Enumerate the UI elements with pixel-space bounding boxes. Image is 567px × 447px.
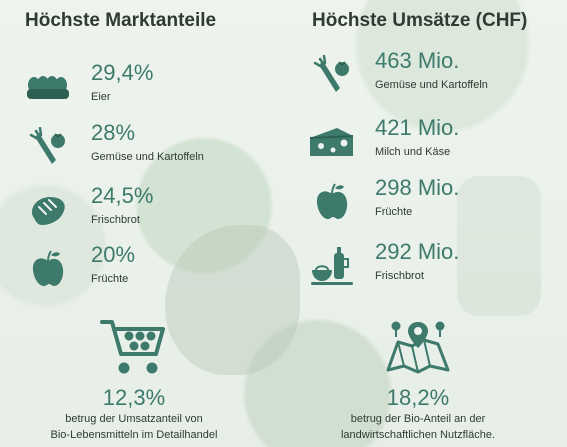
left-item-value: 20% — [91, 242, 136, 267]
right-section-title: Höchste Umsätze (CHF) — [312, 10, 528, 31]
left-section-title: Höchste Marktanteile — [25, 10, 217, 31]
cheese-icon — [309, 119, 355, 165]
left-item-label: Früchte — [91, 273, 129, 285]
left-item-fruits: 20% Früchte — [25, 242, 255, 294]
right-item-vegetables: 463 Mio. Gemüse und Kartoffeln — [309, 48, 539, 100]
left-item-eggs: 29,4% Eier — [25, 60, 255, 112]
left-item-label: Gemüse und Kartoffeln — [91, 151, 204, 163]
right-item-label: Gemüse und Kartoffeln — [375, 79, 488, 91]
right-item-label: Milch und Käse — [375, 146, 451, 158]
left-summary-value: 12,3% — [102, 385, 166, 410]
right-item-dairy: 421 Mio. Milch und Käse — [309, 115, 539, 167]
right-item-label: Frischbrot — [375, 270, 424, 282]
right-item-value: 463 Mio. — [375, 48, 460, 73]
farmland-map-icon — [303, 314, 533, 380]
right-item-label: Früchte — [375, 206, 413, 218]
left-item-bread: 24,5% Frischbrot — [25, 183, 255, 235]
right-item-breakfast: 292 Mio. Frischbrot — [309, 239, 539, 291]
apple-icon — [309, 179, 355, 225]
breakfast-icon — [309, 243, 355, 289]
left-summary-line-1: betrug der Umsatzanteil von — [65, 413, 203, 425]
left-item-value: 24,5% — [91, 183, 154, 208]
left-summary-line-2: Bio-Lebensmitteln im Detailhandel — [50, 429, 218, 441]
left-item-vegetables: 28% Gemüse und Kartoffeln — [25, 120, 255, 172]
right-item-fruits: 298 Mio. Früchte — [309, 175, 539, 227]
carrot-tomato-icon — [309, 52, 355, 98]
left-item-value: 28% — [91, 120, 136, 145]
shopping-cart-icon — [19, 314, 249, 380]
apple-icon — [25, 246, 71, 292]
right-summary-line-2: landwirtschaftlichen Nutzfläche. — [340, 429, 496, 441]
right-summary-value: 18,2% — [386, 385, 450, 410]
right-summary: 18,2% betrug der Bio-Anteil an der landw… — [303, 314, 533, 443]
right-item-value: 298 Mio. — [375, 175, 460, 200]
right-item-value: 421 Mio. — [375, 115, 460, 140]
egg-carton-icon — [25, 64, 71, 110]
right-item-value: 292 Mio. — [375, 239, 460, 264]
carrot-tomato-icon — [25, 124, 71, 170]
left-item-value: 29,4% — [91, 60, 154, 85]
right-summary-line-1: betrug der Bio-Anteil an der — [350, 413, 486, 425]
left-item-label: Frischbrot — [91, 214, 140, 226]
left-summary: 12,3% betrug der Umsatzanteil von Bio-Le… — [19, 314, 249, 443]
left-item-label: Eier — [91, 91, 111, 103]
bread-icon — [25, 187, 71, 233]
